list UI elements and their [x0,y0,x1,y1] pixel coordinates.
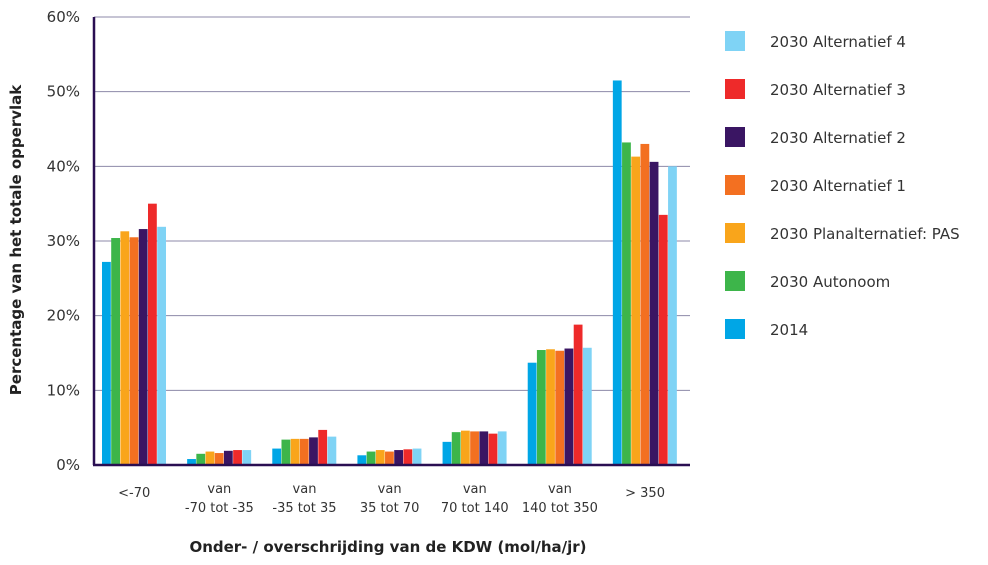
x-category-label: 35 tot 70 [360,501,420,516]
legend-label: 2030 Alternatief 4 [770,33,906,51]
bar [281,439,291,465]
bar [187,459,196,465]
bar [223,450,233,465]
bar [412,448,422,465]
legend-label: 2014 [770,321,808,339]
bar [573,324,583,465]
bar [394,450,404,465]
legend-swatch [725,271,745,291]
bar [488,433,498,465]
bar [299,438,309,465]
legend-swatch [725,223,745,243]
y-tick-labels: 0% 10% 20% 30% 40% 50% 60% [47,8,80,474]
bar [460,430,470,465]
bar [309,437,318,465]
legend-swatch [725,31,745,51]
bar [196,453,206,465]
x-category-label: -70 tot -35 [185,501,254,516]
legend-swatch [725,175,745,195]
x-category-label: > 350 [625,486,665,501]
bar [357,455,367,465]
gridlines [94,16,690,391]
y-tick-label: 0% [56,456,80,474]
bar [148,203,157,465]
x-category-label: -35 tot 35 [272,501,336,516]
legend-label: 2030 Alternatief 2 [770,129,906,147]
bar [129,237,139,465]
bar [536,350,546,465]
bar [640,143,650,465]
bar [120,231,130,465]
bar [157,226,166,465]
legend-label: 2030 Autonoom [770,273,890,291]
bar [442,441,452,465]
bar [555,350,565,465]
bar [479,431,489,465]
legend-label: 2030 Planalternatief: PAS [770,225,960,243]
x-category-label: van [463,482,487,497]
bar [649,161,659,465]
x-category-label: <-70 [118,486,150,501]
bar [318,429,328,465]
bar [205,451,215,465]
bar [102,261,111,465]
x-category-label: van [548,482,572,497]
x-category-label: 70 tot 140 [441,501,509,516]
bar [668,166,677,466]
legend-swatch [725,319,745,339]
bar [385,451,394,465]
bar [622,142,631,465]
bar [272,448,282,465]
legend-swatch [725,127,745,147]
bars [102,80,677,466]
bar [111,238,120,465]
bar [138,229,148,465]
legend-label: 2030 Alternatief 1 [770,177,906,195]
bar [242,450,252,465]
x-category-label: van [378,482,402,497]
bar [403,449,413,465]
bar [527,362,537,465]
bar [582,347,592,465]
x-category-label: van [293,482,317,497]
bar [327,436,337,465]
x-category-label: van [207,482,231,497]
bar [451,432,461,465]
bar [546,349,555,465]
axes [92,17,690,467]
legend: 2030 Alternatief 4 2030 Alternatief 3 2030… [725,31,960,339]
y-tick-label: 50% [47,83,80,101]
y-tick-label: 20% [47,307,80,325]
bar [631,156,641,466]
bar [366,451,376,465]
y-tick-label: 60% [47,8,80,26]
bar [564,348,574,465]
legend-swatch [725,79,745,99]
bar [290,438,300,465]
y-tick-label: 10% [47,381,80,399]
bar [233,450,242,465]
y-axis-title: Percentage van het totale oppervlak [7,84,25,395]
x-axis-title: Onder- / overschrijding van de KDW (mol/… [189,538,586,556]
x-category-labels: <-70 van -70 tot -35 van -35 tot 35 van 35 tot… [118,482,665,516]
y-tick-label: 30% [47,232,80,250]
bar [497,431,507,465]
bar [658,214,668,465]
x-category-label: 140 tot 350 [522,501,598,516]
bar [214,453,224,465]
legend-label: 2030 Alternatief 3 [770,81,906,99]
bar [375,450,385,465]
bar [612,80,622,465]
y-tick-label: 40% [47,157,80,175]
bar [470,431,479,465]
